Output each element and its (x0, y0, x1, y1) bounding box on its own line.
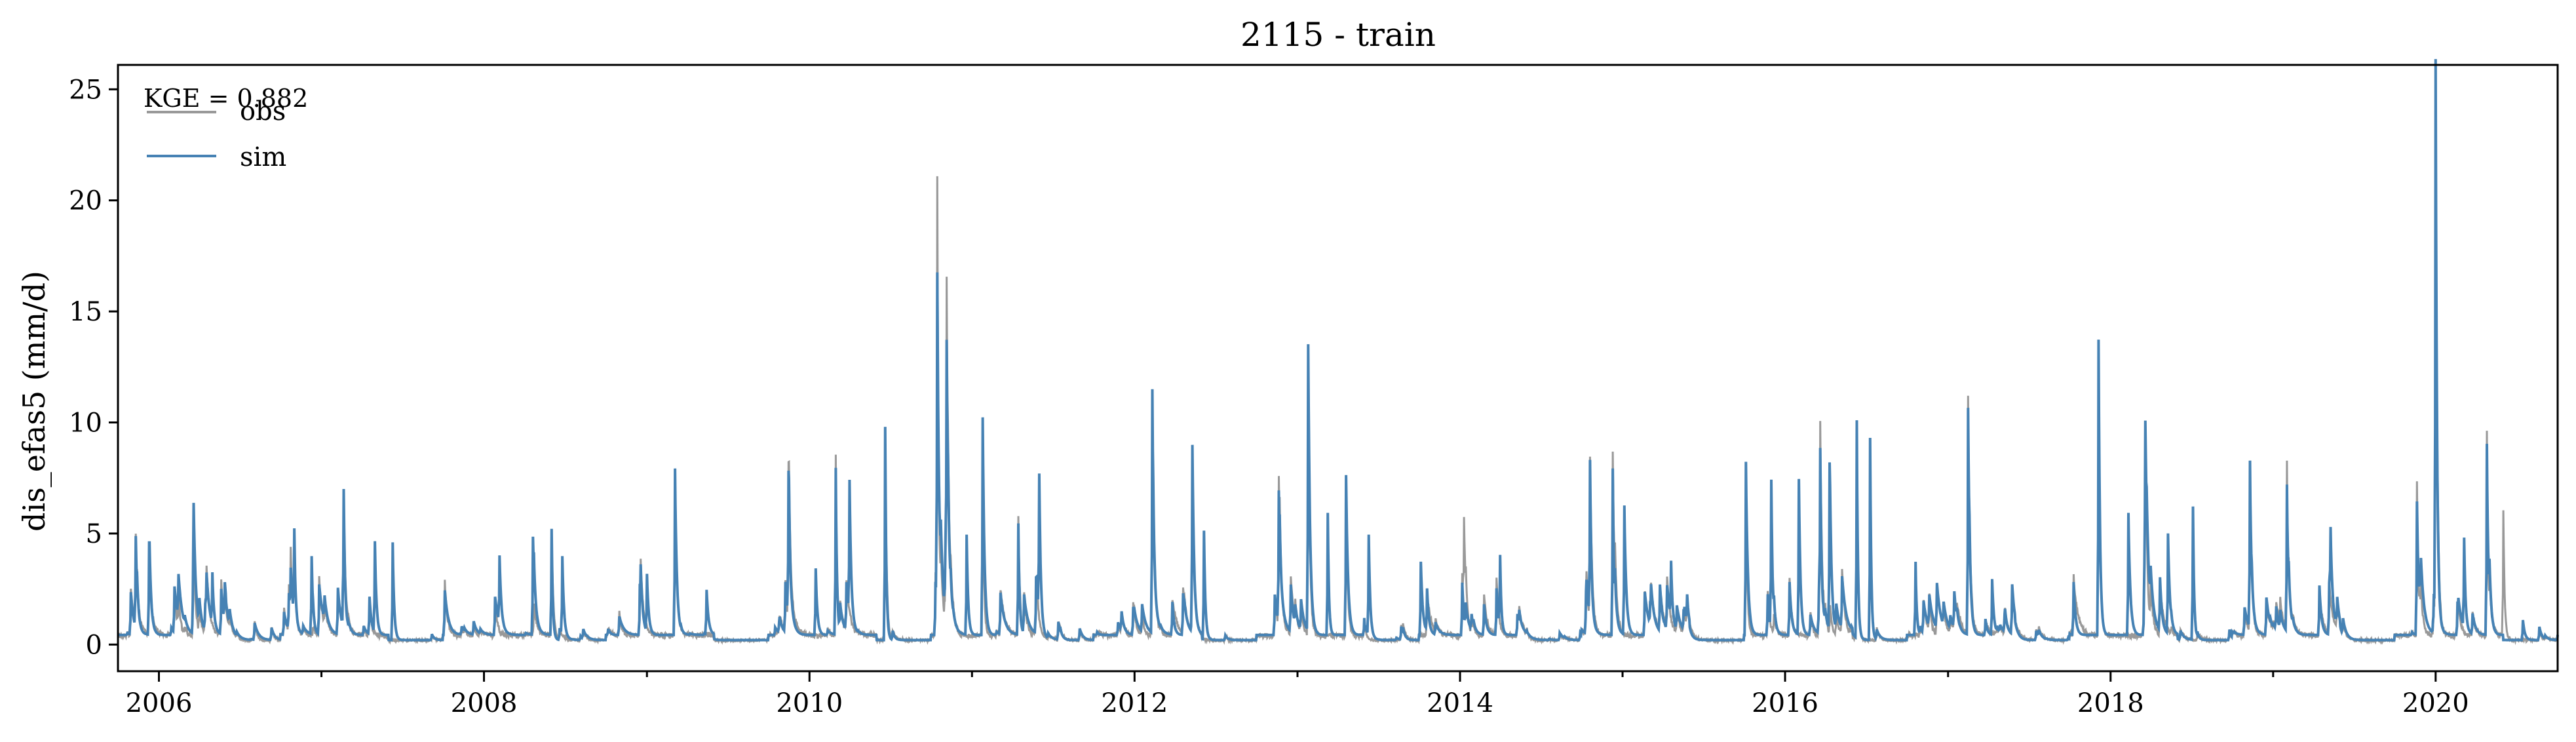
x-axis-ticks: 2006 2008 2010 2012 2014 2016 2018 2020 (126, 671, 2469, 718)
y-axis-ticks: 0 5 10 15 20 25 (69, 75, 118, 660)
sim-series-line (118, 59, 2559, 642)
x-tick-label: 2008 (451, 688, 518, 718)
plot-frame (117, 64, 2559, 673)
plot-area (117, 59, 2559, 646)
kge-annotation: KGE = 0.882 (144, 84, 308, 113)
chart-title: 2115 - train (1240, 16, 1436, 54)
x-tick-label: 2006 (126, 688, 193, 718)
y-tick-label: 25 (69, 75, 102, 105)
legend-obs-label: obs (240, 96, 286, 127)
y-tick-label: 5 (86, 519, 102, 549)
x-tick-label: 2014 (1427, 688, 1493, 718)
x-tick-label: 2018 (2077, 688, 2144, 718)
x-tick-label: 2012 (1101, 688, 1168, 718)
y-tick-label: 0 (86, 630, 102, 660)
legend-sim-label: sim (240, 142, 286, 172)
y-tick-label: 20 (69, 186, 102, 216)
x-tick-label: 2020 (2402, 688, 2469, 718)
y-tick-label: 10 (69, 408, 102, 439)
x-tick-label: 2016 (1752, 688, 1818, 718)
sim-series-layer (118, 59, 2559, 642)
legend: obs sim (147, 96, 286, 172)
y-axis-label: dis_efas5 (mm/d) (16, 271, 52, 532)
y-tick-label: 15 (69, 297, 102, 327)
x-tick-label: 2010 (776, 688, 843, 718)
